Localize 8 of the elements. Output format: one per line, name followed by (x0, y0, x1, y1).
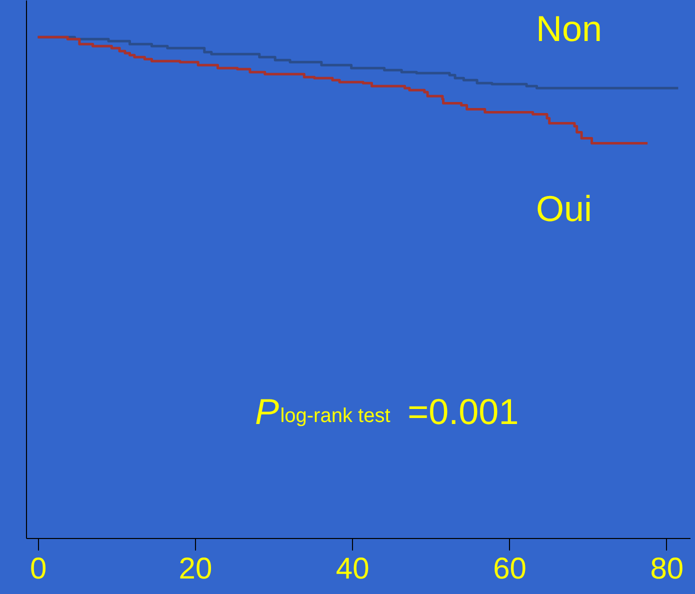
x-tick-label: 80 (650, 552, 684, 586)
x-tick-label: 60 (493, 552, 526, 586)
x-tick-label: 0 (30, 552, 47, 586)
x-tick-label: 40 (336, 552, 370, 586)
series-label: Non (536, 8, 602, 49)
annotation: Plog-rank test=0.001 (255, 391, 519, 432)
series-label: Oui (536, 188, 592, 229)
x-tick-label: 20 (178, 552, 212, 586)
